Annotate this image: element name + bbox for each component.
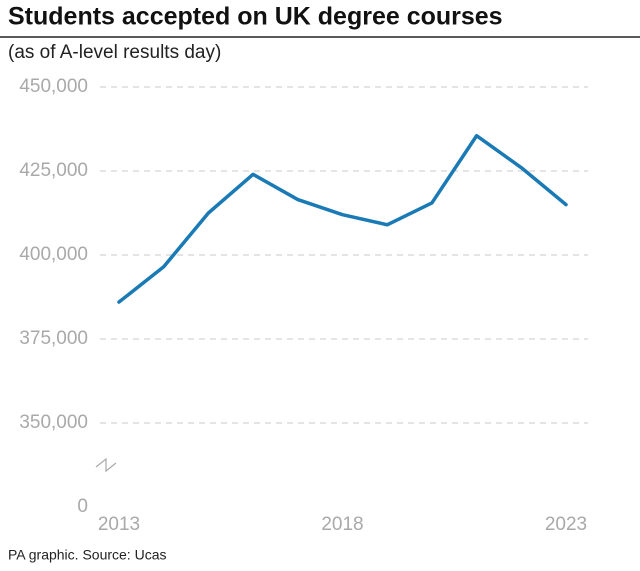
y-tick-label: 400,000 <box>19 244 88 265</box>
y-tick-label: 0 <box>77 496 88 517</box>
source-note: PA graphic. Source: Ucas <box>8 547 166 563</box>
x-tick-label: 2023 <box>545 514 587 535</box>
data-line <box>117 133 568 304</box>
y-tick-label: 375,000 <box>19 328 88 349</box>
x-tick-label: 2018 <box>321 514 363 535</box>
y-tick-label: 450,000 <box>19 76 88 97</box>
y-tick-label: 425,000 <box>19 160 88 181</box>
axis-break <box>95 457 117 473</box>
chart-title: Students accepted on UK degree courses <box>8 3 503 31</box>
y-tick-label: 350,000 <box>19 412 88 433</box>
chart-subtitle: (as of A-level results day) <box>8 42 221 63</box>
x-tick-label: 2013 <box>98 514 140 535</box>
